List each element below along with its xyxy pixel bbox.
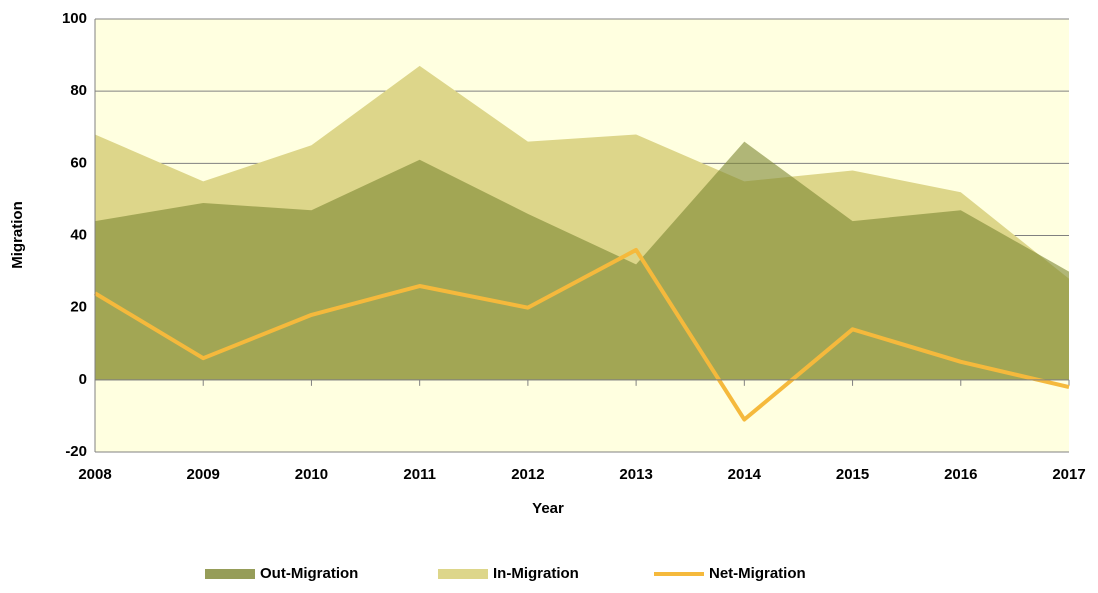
x-tick-label: 2013 [619, 466, 652, 483]
x-tick-label: 2008 [78, 466, 111, 483]
legend-label: In-Migration [493, 565, 579, 582]
y-tick-label: 0 [79, 371, 87, 388]
legend-swatch [438, 569, 488, 579]
x-tick-label: 2012 [511, 466, 544, 483]
legend-label: Net-Migration [709, 565, 806, 582]
x-tick-label: 2009 [187, 466, 220, 483]
y-axis-label: Migration [9, 201, 26, 269]
legend-swatch [205, 569, 255, 579]
line [93, 247, 1070, 422]
y-tick-label: 20 [70, 299, 87, 316]
x-tick-label: 2014 [728, 466, 762, 483]
legend-label: Out-Migration [260, 565, 358, 582]
x-tick-label: 2015 [836, 466, 869, 483]
x-tick-label: 2010 [295, 466, 328, 483]
area [95, 141, 1069, 380]
y-tick-label: 100 [62, 10, 87, 27]
y-tick-label: 40 [70, 226, 87, 243]
y-tick-label: 60 [70, 154, 87, 171]
y-tick-label: 80 [70, 82, 87, 99]
y-tick-label: -20 [65, 443, 87, 460]
x-tick-label: 2011 [403, 466, 436, 483]
x-tick-label: 2016 [944, 466, 977, 483]
x-tick-label: 2017 [1052, 466, 1085, 483]
x-axis-label: Year [532, 500, 564, 517]
